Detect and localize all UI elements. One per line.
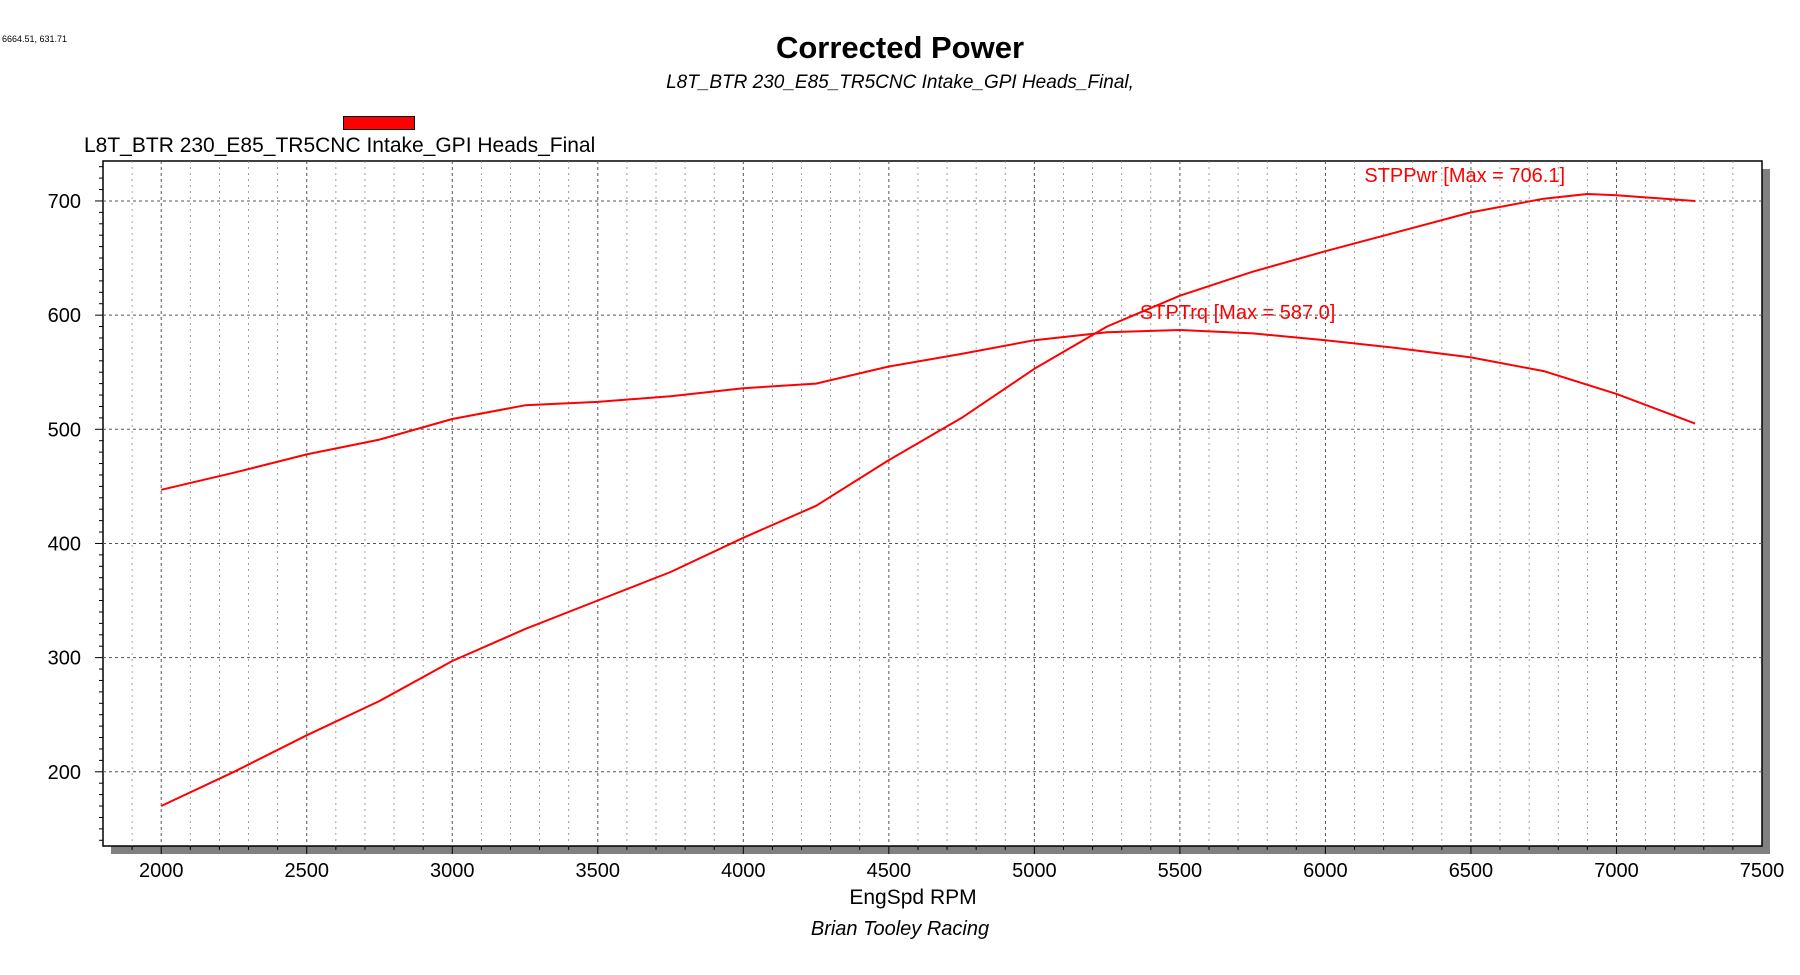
legend-label: L8T_BTR 230_E85_TR5CNC Intake_GPI Heads_…: [84, 134, 596, 157]
axis-ticks: [95, 166, 1734, 854]
x-tick-label: 6000: [1303, 860, 1348, 882]
major-gridlines: [103, 161, 1762, 846]
y-tick-labels: 200 300 400 500 600 700: [48, 191, 81, 784]
footer-credit: Brian Tooley Racing: [810, 918, 990, 940]
y-tick-label: 400: [48, 533, 81, 555]
chart-title: Corrected Power: [775, 30, 1025, 65]
x-tick-label: 2500: [284, 860, 329, 882]
stptrq-annotation: STPTrq [Max = 587.0]: [1140, 302, 1335, 324]
x-axis-label: EngSpd RPM: [849, 886, 976, 909]
y-tick-label: 600: [48, 305, 81, 327]
x-tick-labels: 2000 2500 3000 3500 4000 4500 5000 5500 6000 6500…: [139, 860, 1784, 882]
y-tick-label: 700: [48, 191, 81, 213]
legend-swatch: [343, 116, 415, 130]
y-tick-label: 300: [48, 648, 81, 670]
y-tick-label: 200: [48, 762, 81, 784]
y-tick-label: 500: [48, 419, 81, 441]
series-annotations: STPPwr [Max = 706.1] STPTrq [Max = 587.0]: [1140, 165, 1565, 324]
minor-gridlines: [131, 161, 1734, 846]
x-tick-label: 5000: [1012, 860, 1057, 882]
x-tick-label: 6500: [1449, 860, 1494, 882]
x-tick-label: 7000: [1594, 860, 1639, 882]
x-tick-label: 4500: [867, 860, 912, 882]
series-lines: [160, 193, 1696, 807]
x-tick-label: 5500: [1158, 860, 1203, 882]
plot-area: [102, 160, 1763, 847]
stppwr-annotation: STPPwr [Max = 706.1]: [1364, 165, 1565, 187]
x-tick-label: 4000: [721, 860, 766, 882]
x-tick-label: 3000: [430, 860, 475, 882]
x-tick-label: 7500: [1740, 860, 1785, 882]
stppwr-line: [160, 193, 1696, 807]
stptrq-line: [160, 329, 1696, 491]
x-tick-label: 2000: [139, 860, 184, 882]
x-tick-label: 3500: [576, 860, 621, 882]
cursor-coordinate-readout: 6664.51, 631.71: [2, 34, 68, 44]
chart-subtitle: L8T_BTR 230_E85_TR5CNC Intake_GPI Heads_…: [666, 72, 1134, 93]
